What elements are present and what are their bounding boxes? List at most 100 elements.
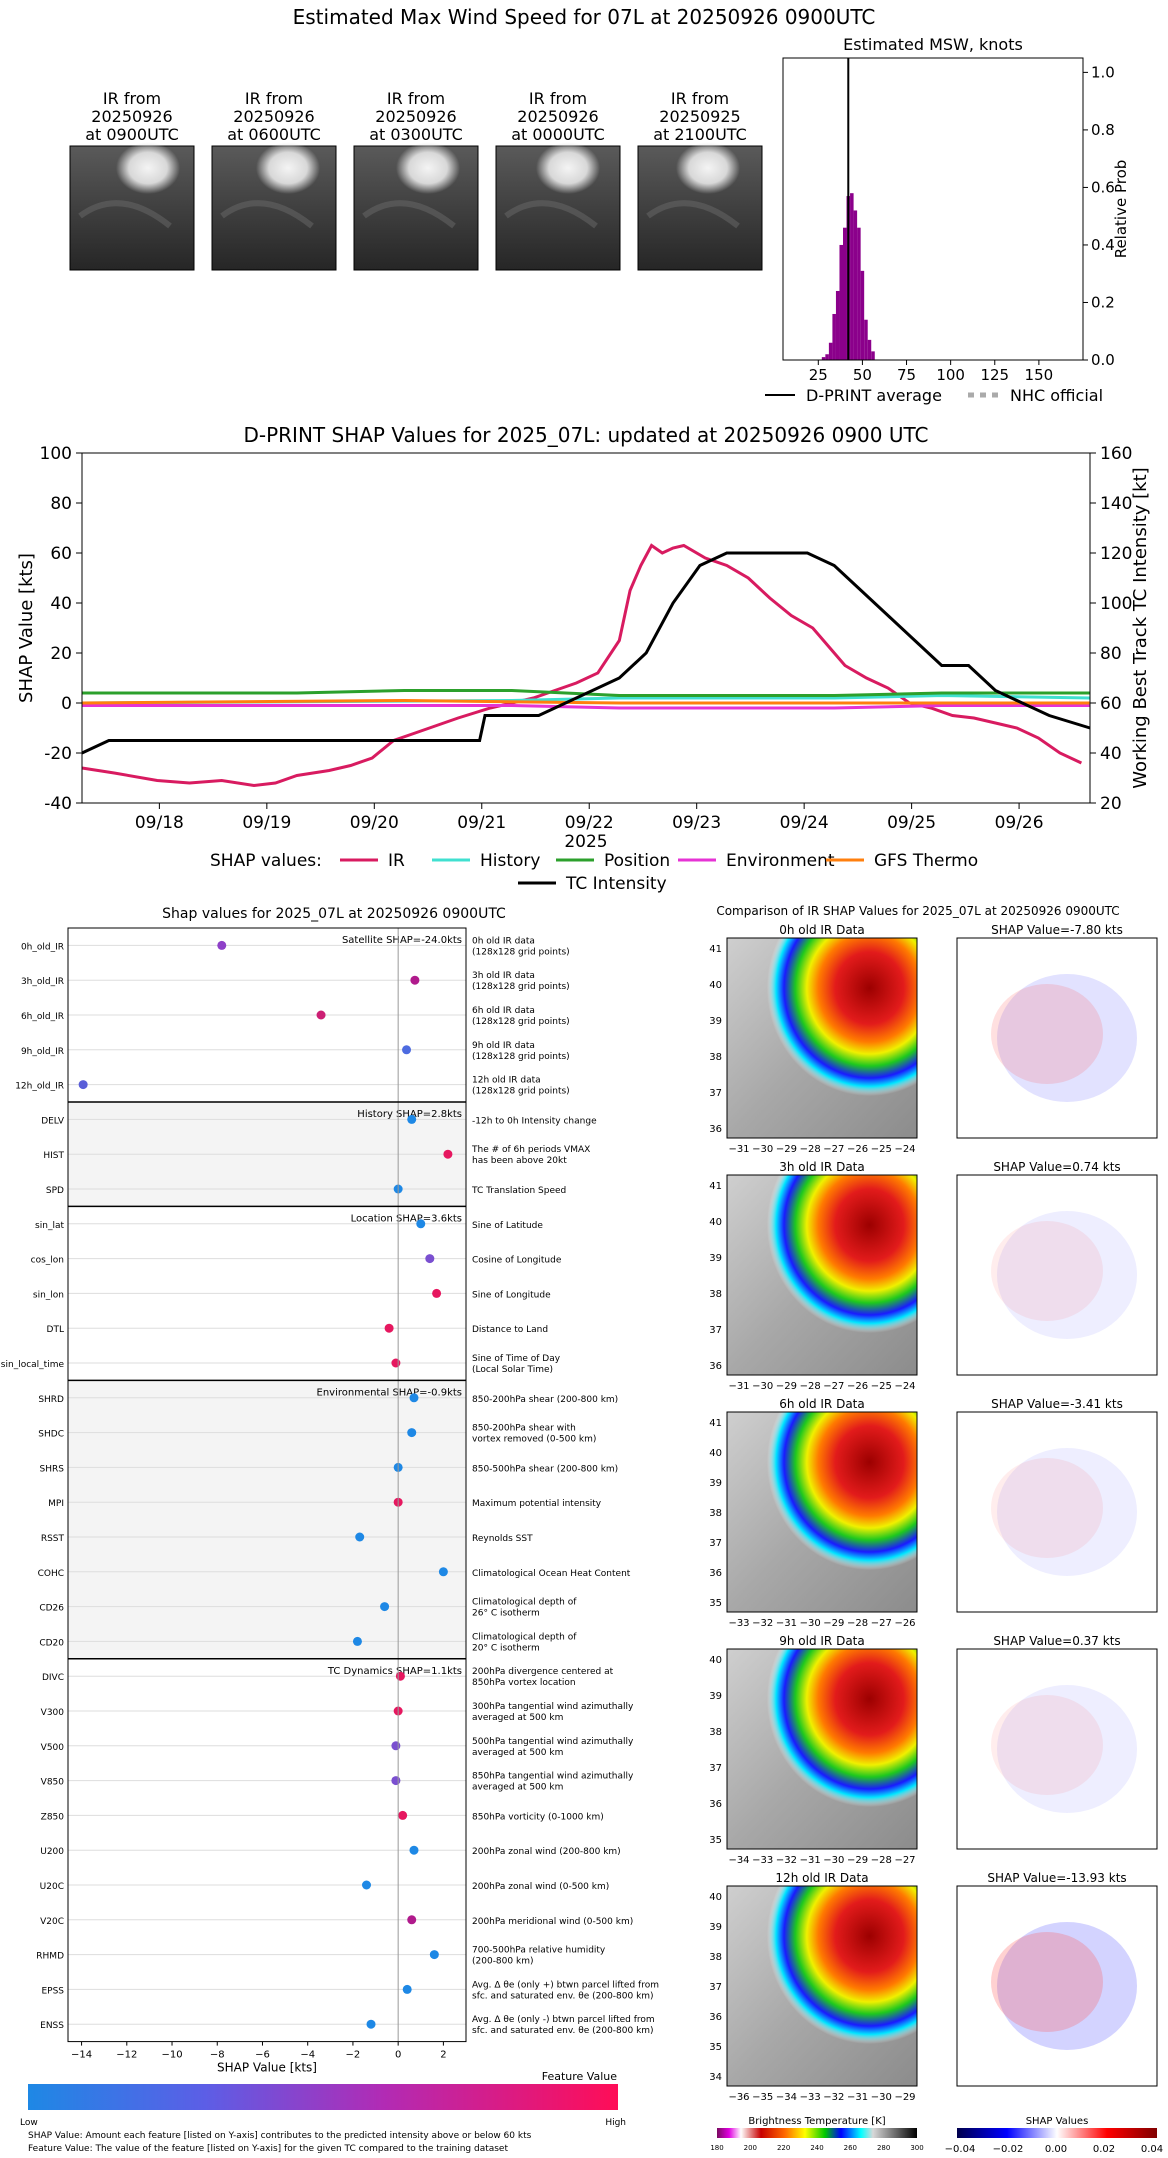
shap-map-blue <box>997 974 1137 1102</box>
ir-image-frame <box>726 1885 918 2087</box>
ir-comparison-panel: Comparison of IR SHAP Values for 2025_07… <box>709 904 1163 2155</box>
hist-bar <box>843 227 847 360</box>
x-tick-label: 50 <box>853 366 872 384</box>
feature-point <box>416 1219 426 1229</box>
shap-panel-title: SHAP Value=-3.41 kts <box>991 1397 1123 1411</box>
ir-image-cloud <box>727 938 917 1138</box>
feature-desc: has been above 20kt <box>472 1156 567 1166</box>
feature-colorbar <box>28 2084 618 2110</box>
ir-y-tick: 38 <box>709 1727 722 1738</box>
hist-bar <box>853 210 858 360</box>
y2-tick-label: 40 <box>1100 744 1122 764</box>
thumb-label-line3: at 0600UTC <box>227 125 321 144</box>
bt-colorbar-tick: 180 <box>710 2144 723 2152</box>
feature-name: SHRS <box>40 1464 65 1474</box>
ir-x-tick: −26 <box>847 1144 868 1155</box>
shap-timeseries: D-PRINT SHAP Values for 2025_07L: update… <box>16 423 1151 894</box>
hist-bar <box>825 354 829 360</box>
ir-thumbnail-band <box>78 200 172 229</box>
shap-colorbar-tick: −0.04 <box>945 2144 976 2155</box>
ir-x-tick: −31 <box>800 1855 821 1866</box>
ir-thumbnail-cloud <box>256 142 320 194</box>
ir-x-tick: −36 <box>728 2092 749 2103</box>
thumb-label-line2: 20250926 <box>517 107 598 126</box>
shap-map-frame <box>956 1174 1158 1376</box>
y-tick-label: 60 <box>50 544 72 564</box>
shap-panel-title: SHAP Value=0.37 kts <box>993 1634 1120 1648</box>
ir-y-tick: 36 <box>709 1361 722 1372</box>
x-tick-label: 09/18 <box>135 813 184 833</box>
ir-x-tick: −26 <box>894 1618 915 1629</box>
feature-desc: 26° C isotherm <box>472 1609 540 1619</box>
legend-label: Position <box>604 851 670 871</box>
colorbar-high: High <box>605 2118 626 2128</box>
feature-desc: Reynolds SST <box>472 1534 533 1544</box>
x-tick-label: 09/22 <box>565 813 614 833</box>
x-tick-label: 25 <box>809 366 828 384</box>
shap-panel-title: SHAP Value=-7.80 kts <box>991 923 1123 937</box>
ir-y-tick: 39 <box>709 1016 722 1027</box>
y-tick-label: 0.8 <box>1091 121 1115 139</box>
msw-histogram: Estimated MSW, knots 25 50 75 100 125 150 0.0 0.… <box>765 35 1130 405</box>
x-tick-label: −2 <box>346 2050 361 2061</box>
bt-colorbar-tick: 280 <box>877 2144 890 2152</box>
thumb-label-line1: IR from <box>671 89 729 108</box>
bt-colorbar-tick: 300 <box>910 2144 923 2152</box>
feature-desc: Sine of Longitude <box>472 1290 551 1300</box>
comparison-title: Comparison of IR SHAP Values for 2025_07… <box>716 904 1119 918</box>
ir-image-cloud <box>727 1412 917 1612</box>
feature-desc: 200hPa zonal wind (0-500 km) <box>472 1882 609 1892</box>
hist-bar <box>828 342 833 360</box>
feature-point <box>402 1045 412 1055</box>
ir-y-tick: 41 <box>709 944 722 955</box>
hist-title: Estimated MSW, knots <box>843 35 1023 54</box>
feature-desc: 850hPa vorticity (0-1000 km) <box>472 1812 604 1822</box>
ir-image-cloud <box>727 1886 917 2086</box>
feature-desc: 500hPa tangential wind azimuthally <box>472 1737 634 1747</box>
x-tick-label: 150 <box>1025 366 1054 384</box>
ir-y-tick: 38 <box>709 1952 722 1963</box>
x-tick-label: 125 <box>980 366 1009 384</box>
feature-desc: (Local Solar Time) <box>472 1365 553 1375</box>
shap-map-red <box>991 1932 1103 2032</box>
ir-x-tick: −27 <box>823 1144 844 1155</box>
ir-x-tick: −28 <box>871 1855 892 1866</box>
hist-bar <box>835 290 840 360</box>
shap-map-frame <box>956 1411 1158 1613</box>
bt-colorbar <box>717 2128 917 2138</box>
ir-y-tick: 36 <box>709 2012 722 2023</box>
feature-desc: Distance to Land <box>472 1325 548 1335</box>
feature-name: sin_local_time <box>1 1360 65 1370</box>
note-line: SHAP Value: Amount each feature [listed … <box>28 2131 532 2141</box>
ir-x-tick: −30 <box>752 1381 773 1392</box>
ir-thumbnail-band <box>504 200 598 229</box>
ir-x-tick: −24 <box>894 1381 915 1392</box>
feature-desc: 850-500hPa shear (200-800 km) <box>472 1464 618 1474</box>
y-tick-label: 20 <box>50 644 72 664</box>
ir-x-tick: −24 <box>894 1144 915 1155</box>
shap-colorbar-tick: 0.00 <box>1045 2144 1067 2155</box>
ir-y-tick: 38 <box>709 1289 722 1300</box>
feature-name: DTL <box>47 1325 64 1335</box>
ir-x-tick: −33 <box>752 1855 773 1866</box>
feature-desc: 850hPa tangential wind azimuthally <box>472 1772 634 1782</box>
timeseries-title: D-PRINT SHAP Values for 2025_07L: update… <box>243 423 928 447</box>
y2-tick-label: 100 <box>1100 594 1132 614</box>
ir-y-tick: 40 <box>709 1448 722 1459</box>
thumb-label-line2: 20250925 <box>659 107 740 126</box>
thumb-label-line1: IR from <box>103 89 161 108</box>
hist-bar <box>821 357 826 360</box>
feature-desc: 0h old IR data <box>472 936 535 946</box>
ir-x-tick: −30 <box>800 1618 821 1629</box>
feature-desc: 9h old IR data <box>472 1041 535 1051</box>
group-label: Environmental SHAP=-0.9kts <box>317 1387 463 1398</box>
shap-map-frame <box>956 1648 1158 1850</box>
x-tick-label: −6 <box>255 2050 270 2061</box>
y-tick-label: 0.2 <box>1091 293 1115 311</box>
feature-panel-frame <box>67 927 467 2043</box>
x-tick-label: −8 <box>210 2050 225 2061</box>
ir-y-tick: 37 <box>709 1982 722 1993</box>
ir-y-tick: 35 <box>709 1598 722 1609</box>
ir-thumbnail-cloud <box>676 142 740 194</box>
feature-desc: Sine of Time of Day <box>472 1354 561 1364</box>
